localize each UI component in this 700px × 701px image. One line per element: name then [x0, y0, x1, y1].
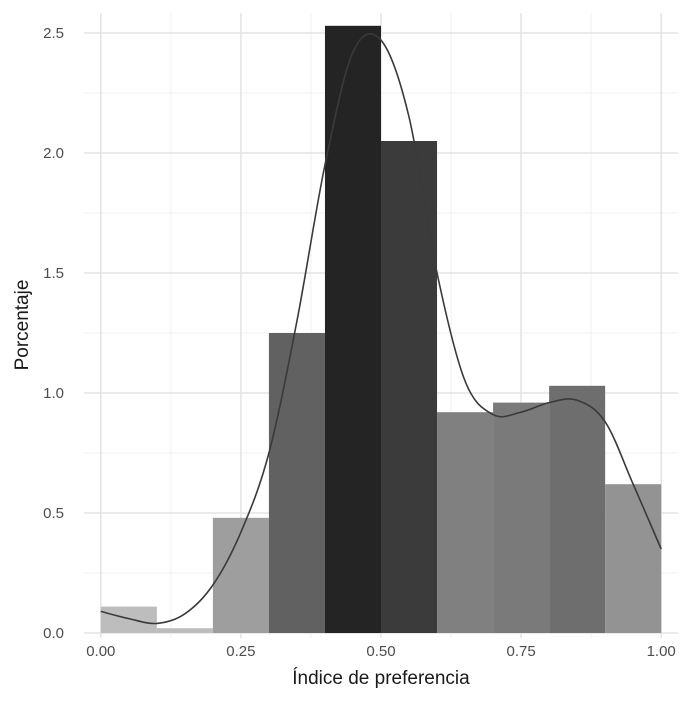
- x-axis-title: Índice de preferencia: [292, 668, 470, 689]
- y-tick-labels: 0.0 0.5 1.0 1.5 2.0 2.5: [43, 25, 64, 642]
- y-tick-label: 0.5: [43, 505, 64, 522]
- x-tick-label: 0.75: [506, 643, 535, 660]
- histogram-bar: [605, 484, 662, 633]
- histogram-bars: [100, 25, 662, 634]
- x-tick-label: 0.00: [86, 643, 115, 660]
- x-tick-label: 0.25: [226, 643, 255, 660]
- x-tick-labels: 0.00 0.25 0.50 0.75 1.00: [86, 643, 676, 660]
- histogram-bar: [156, 628, 213, 633]
- density-curve: [100, 32, 662, 625]
- histogram-bar: [381, 141, 438, 633]
- histogram-bar: [324, 25, 381, 634]
- histogram-bar: [549, 385, 606, 633]
- x-tick-label: 0.50: [366, 643, 395, 660]
- histogram-bar: [100, 606, 157, 633]
- x-tick-label: 1.00: [647, 643, 676, 660]
- y-axis-title: Porcentaje: [12, 280, 33, 371]
- y-tick-label: 1.0: [43, 385, 64, 402]
- y-tick-label: 0.0: [43, 625, 64, 642]
- y-tick-label: 2.5: [43, 25, 64, 42]
- histogram-bar: [493, 402, 550, 633]
- y-tick-label: 1.5: [43, 265, 64, 282]
- histogram-bar: [268, 333, 325, 633]
- y-tick-label: 2.0: [43, 145, 64, 162]
- histogram-bar: [212, 517, 269, 633]
- density-curve-group: [100, 32, 662, 625]
- histogram-bar: [437, 412, 494, 633]
